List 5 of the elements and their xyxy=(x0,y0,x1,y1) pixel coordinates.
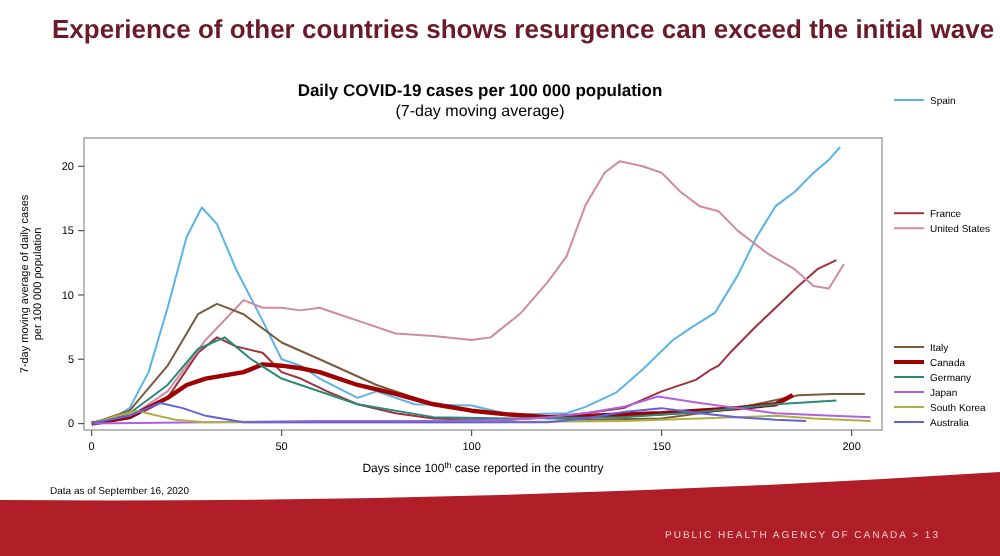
line-series xyxy=(90,395,872,425)
chart-title: Experience of other countries shows resurgence can exceed the initial wave xyxy=(52,14,995,44)
line-series xyxy=(90,401,807,425)
line-series xyxy=(89,362,795,426)
chart-subtitle: Daily COVID-19 cases per 100 000 population (7-day moving average) xyxy=(297,80,663,120)
